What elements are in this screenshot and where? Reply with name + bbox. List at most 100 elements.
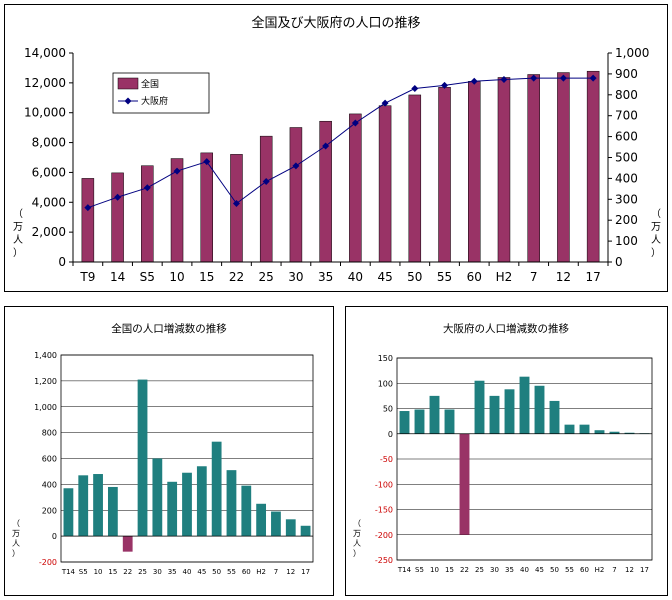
y-tick-label: 0 [52,532,57,541]
bar-30 [489,395,500,434]
bar-S5 [78,475,89,537]
point-osaka-35 [322,142,330,150]
bar-national-14 [111,172,124,263]
bar-national-15 [200,152,213,263]
x-tick-label: 35 [168,568,177,576]
bar-H2 [594,430,605,434]
y-left-tick-label: 14,000 [24,46,66,60]
y-unit-char: ） [353,549,361,558]
bar-15 [107,486,118,537]
bar-7 [609,431,620,434]
point-osaka-7 [530,74,538,82]
legend-marker-osaka [124,97,132,105]
bar-22 [122,536,133,552]
x-tick-label: S5 [140,270,155,284]
x-tick-label: 7 [612,566,616,574]
x-tick-label: 45 [197,568,206,576]
y-tick-label: -200 [375,531,393,540]
chart-title: 全国及び大阪府の人口の推移 [251,15,420,31]
y-left-tick-label: 6,000 [32,165,66,179]
point-osaka-60 [470,77,478,85]
bar-H2 [256,503,267,537]
national-change-panel: 全国の人口増減数の推移 -200 0 200 400 600 800 1,000 1,200 1… [4,306,334,596]
y-tick-label: 0 [388,430,393,439]
x-tick-label: 22 [229,270,244,284]
y-left-tick-label: 4,000 [32,195,66,209]
bar-national-7 [527,74,540,263]
y-unit-char: ） [12,549,20,558]
y-left-unit-char: 万 [13,222,23,233]
x-tick-label: 15 [199,270,214,284]
y-right-tick-label: 1,000 [615,46,649,60]
bar-national-22 [230,154,243,263]
x-tick-label: 55 [437,270,452,284]
point-osaka-30 [292,162,300,170]
point-osaka-25 [262,178,270,186]
x-tick-label: 22 [460,566,469,574]
bar-25 [137,379,148,537]
bar-17 [300,525,311,537]
x-tick-label: T14 [61,568,76,576]
x-tick-label: T14 [397,566,412,574]
x-tick-label: 10 [94,568,103,576]
bar-40 [182,472,192,537]
bar-T14 [399,411,410,434]
bar-45 [534,385,545,434]
y-right-tick-label: 200 [615,213,638,227]
y-tick-label: 600 [42,455,57,464]
point-osaka-15 [203,158,211,166]
point-osaka-50 [411,85,419,93]
y-tick-label: 200 [42,506,57,515]
y-right-tick-label: 600 [615,130,638,144]
bar-national-60 [468,81,481,263]
bar-30 [152,458,163,537]
x-tick-label: H2 [496,270,513,284]
x-tick-label: 10 [430,566,439,574]
y-right-tick-label: 100 [615,234,638,248]
osaka-change-panel: 大阪府の人口増減数の推移 -250 -200 -150 -100 -50 0 50 100 15… [345,306,668,596]
osaka-change-chart: 大阪府の人口増減数の推移 -250 -200 -150 -100 -50 0 50 100 15… [353,322,653,574]
legend-label-national: 全国 [141,78,159,90]
y-tick-label: 800 [42,429,57,438]
plot-frame [60,354,314,563]
point-osaka-17 [589,74,597,82]
x-tick-label: 40 [520,566,529,574]
x-tick-label: 25 [138,568,147,576]
y-tick-label: 50 [383,405,393,414]
bar-22 [459,433,470,535]
x-tick-label: 17 [640,566,649,574]
x-tick-label: 35 [318,270,333,284]
y-left-unit-char: （ [13,208,23,220]
x-tick-label: 60 [467,270,482,284]
series-line-osaka [87,77,594,209]
x-tick-label: 55 [227,568,236,576]
bar-7 [271,511,281,537]
point-osaka-22 [232,199,240,207]
point-osaka-T9 [84,204,92,212]
x-tick-label: S5 [79,568,88,576]
y-unit-char: 万 [353,529,361,538]
x-tick-label: H2 [595,566,605,574]
y-right-unit-char: （ [651,208,661,220]
x-tick-label: S5 [415,566,424,574]
bar-60 [579,424,590,434]
x-tick-label: 10 [169,270,184,284]
bar-15 [444,409,455,434]
y-left-unit-char: ） [13,247,23,259]
x-tick-label: 25 [259,270,274,284]
x-tick-label: 40 [183,568,192,576]
x-tick-label: 30 [288,270,303,284]
chart-legend: 全国 大阪府 [112,72,210,114]
bar-10 [93,474,103,537]
bar-35 [504,389,515,434]
point-osaka-S5 [143,184,151,192]
x-tick-label: 17 [585,270,600,284]
x-tick-label: 12 [625,566,634,574]
x-tick-label: 7 [274,568,278,576]
x-tick-label: T9 [79,270,95,284]
x-tick-label: 14 [110,270,125,284]
point-osaka-55 [441,81,449,89]
y-right-tick-label: 700 [615,109,638,123]
bar-55 [564,424,575,434]
bar-national-25 [259,135,273,263]
